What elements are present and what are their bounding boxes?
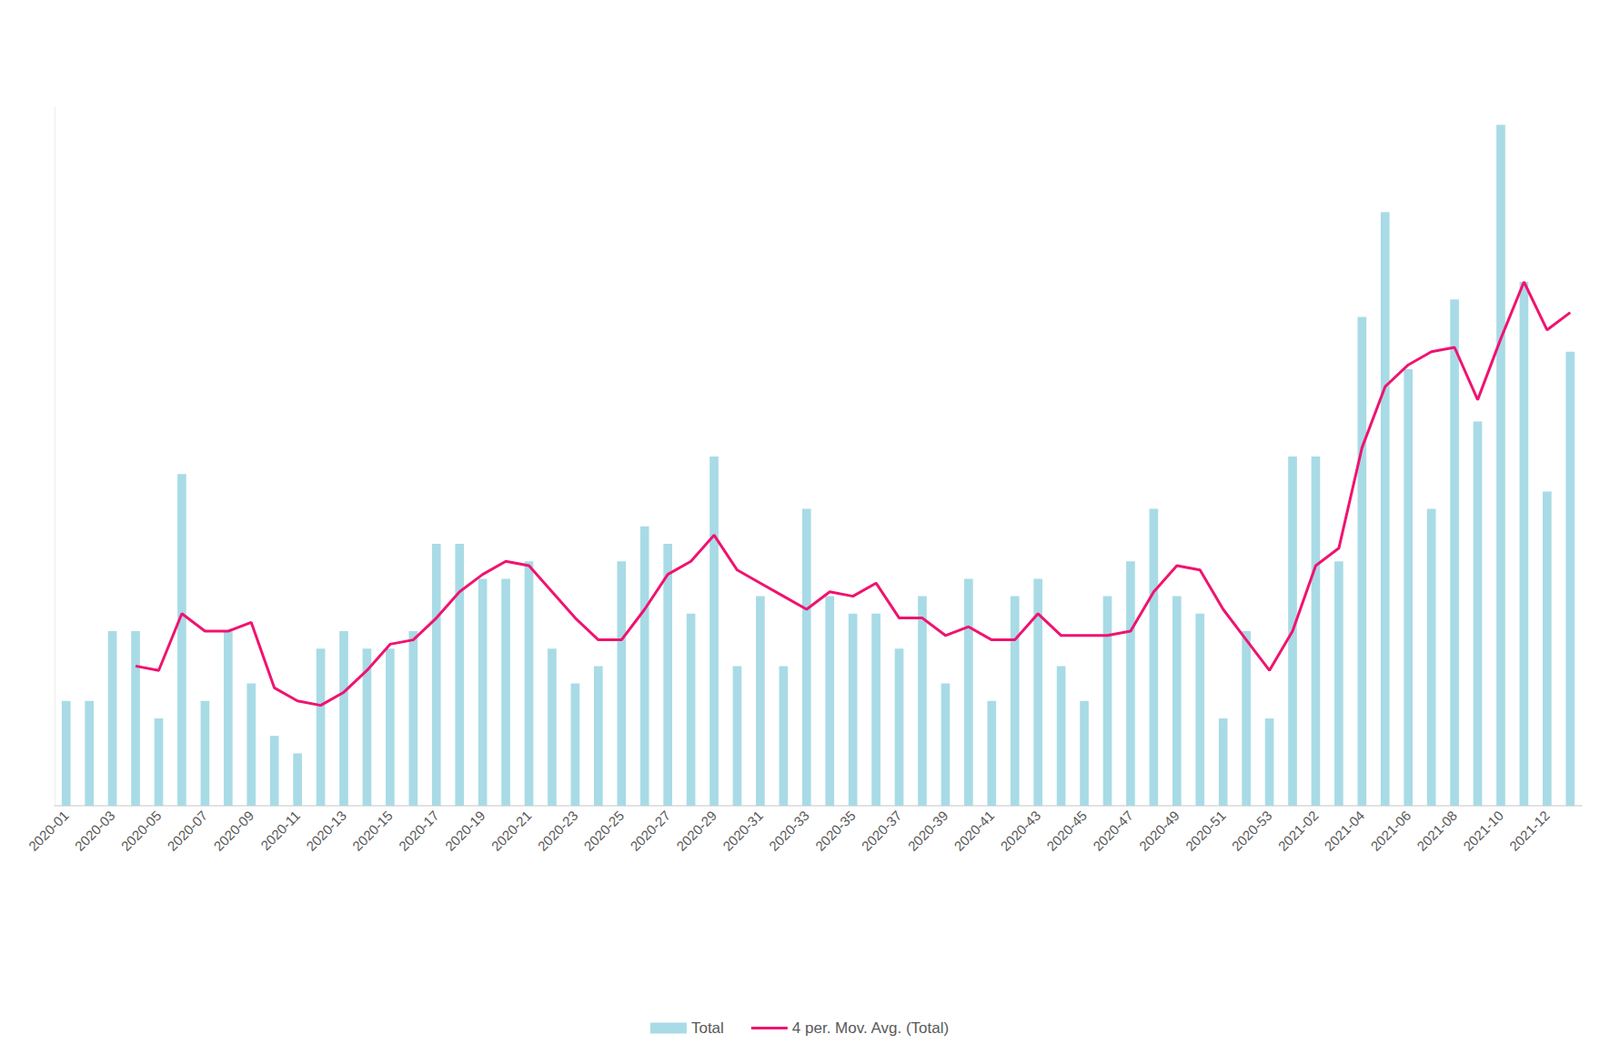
- svg-text:2020-23: 2020-23: [533, 807, 581, 855]
- svg-text:2021-04: 2021-04: [1320, 807, 1368, 855]
- svg-text:2020-09: 2020-09: [210, 807, 257, 855]
- svg-text:2020-35: 2020-35: [812, 807, 859, 855]
- svg-text:2020-03: 2020-03: [71, 807, 119, 855]
- svg-text:2021-10: 2021-10: [1459, 807, 1507, 855]
- svg-text:2021-06: 2021-06: [1367, 807, 1414, 855]
- svg-text:2020-13: 2020-13: [302, 807, 350, 855]
- svg-text:2020-17: 2020-17: [395, 807, 443, 855]
- svg-text:4 per. Mov. Avg. (Total): 4 per. Mov. Avg. (Total): [792, 1019, 949, 1037]
- svg-text:2020-39: 2020-39: [905, 807, 952, 855]
- svg-text:2020-11: 2020-11: [257, 807, 303, 854]
- svg-text:Total: Total: [691, 1019, 725, 1037]
- svg-text:2020-29: 2020-29: [673, 807, 720, 855]
- svg-text:2020-15: 2020-15: [349, 807, 396, 855]
- svg-text:2020-33: 2020-33: [765, 807, 813, 855]
- svg-text:2020-45: 2020-45: [1043, 807, 1090, 855]
- svg-text:2020-21: 2020-21: [488, 807, 535, 855]
- svg-text:2020-53: 2020-53: [1228, 807, 1276, 855]
- svg-text:2020-05: 2020-05: [118, 807, 165, 855]
- svg-text:2020-31: 2020-31: [719, 807, 766, 855]
- svg-text:2020-07: 2020-07: [163, 807, 211, 855]
- svg-text:2021-12: 2021-12: [1506, 807, 1553, 855]
- svg-text:2021-08: 2021-08: [1413, 807, 1460, 855]
- svg-text:2020-43: 2020-43: [996, 807, 1044, 855]
- svg-text:2020-47: 2020-47: [1089, 807, 1137, 855]
- svg-text:2020-37: 2020-37: [858, 807, 906, 855]
- svg-text:2020-49: 2020-49: [1136, 807, 1183, 855]
- svg-text:2021-02: 2021-02: [1275, 807, 1322, 855]
- svg-text:2020-19: 2020-19: [442, 807, 489, 855]
- svg-text:2020-41: 2020-41: [950, 807, 997, 855]
- svg-text:2020-51: 2020-51: [1182, 807, 1229, 855]
- svg-text:2020-01: 2020-01: [25, 807, 72, 855]
- svg-text:2020-25: 2020-25: [580, 807, 627, 855]
- svg-text:2020-27: 2020-27: [626, 807, 674, 855]
